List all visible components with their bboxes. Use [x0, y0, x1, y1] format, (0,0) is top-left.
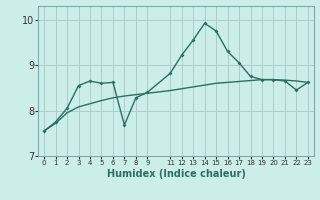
X-axis label: Humidex (Indice chaleur): Humidex (Indice chaleur) [107, 169, 245, 179]
